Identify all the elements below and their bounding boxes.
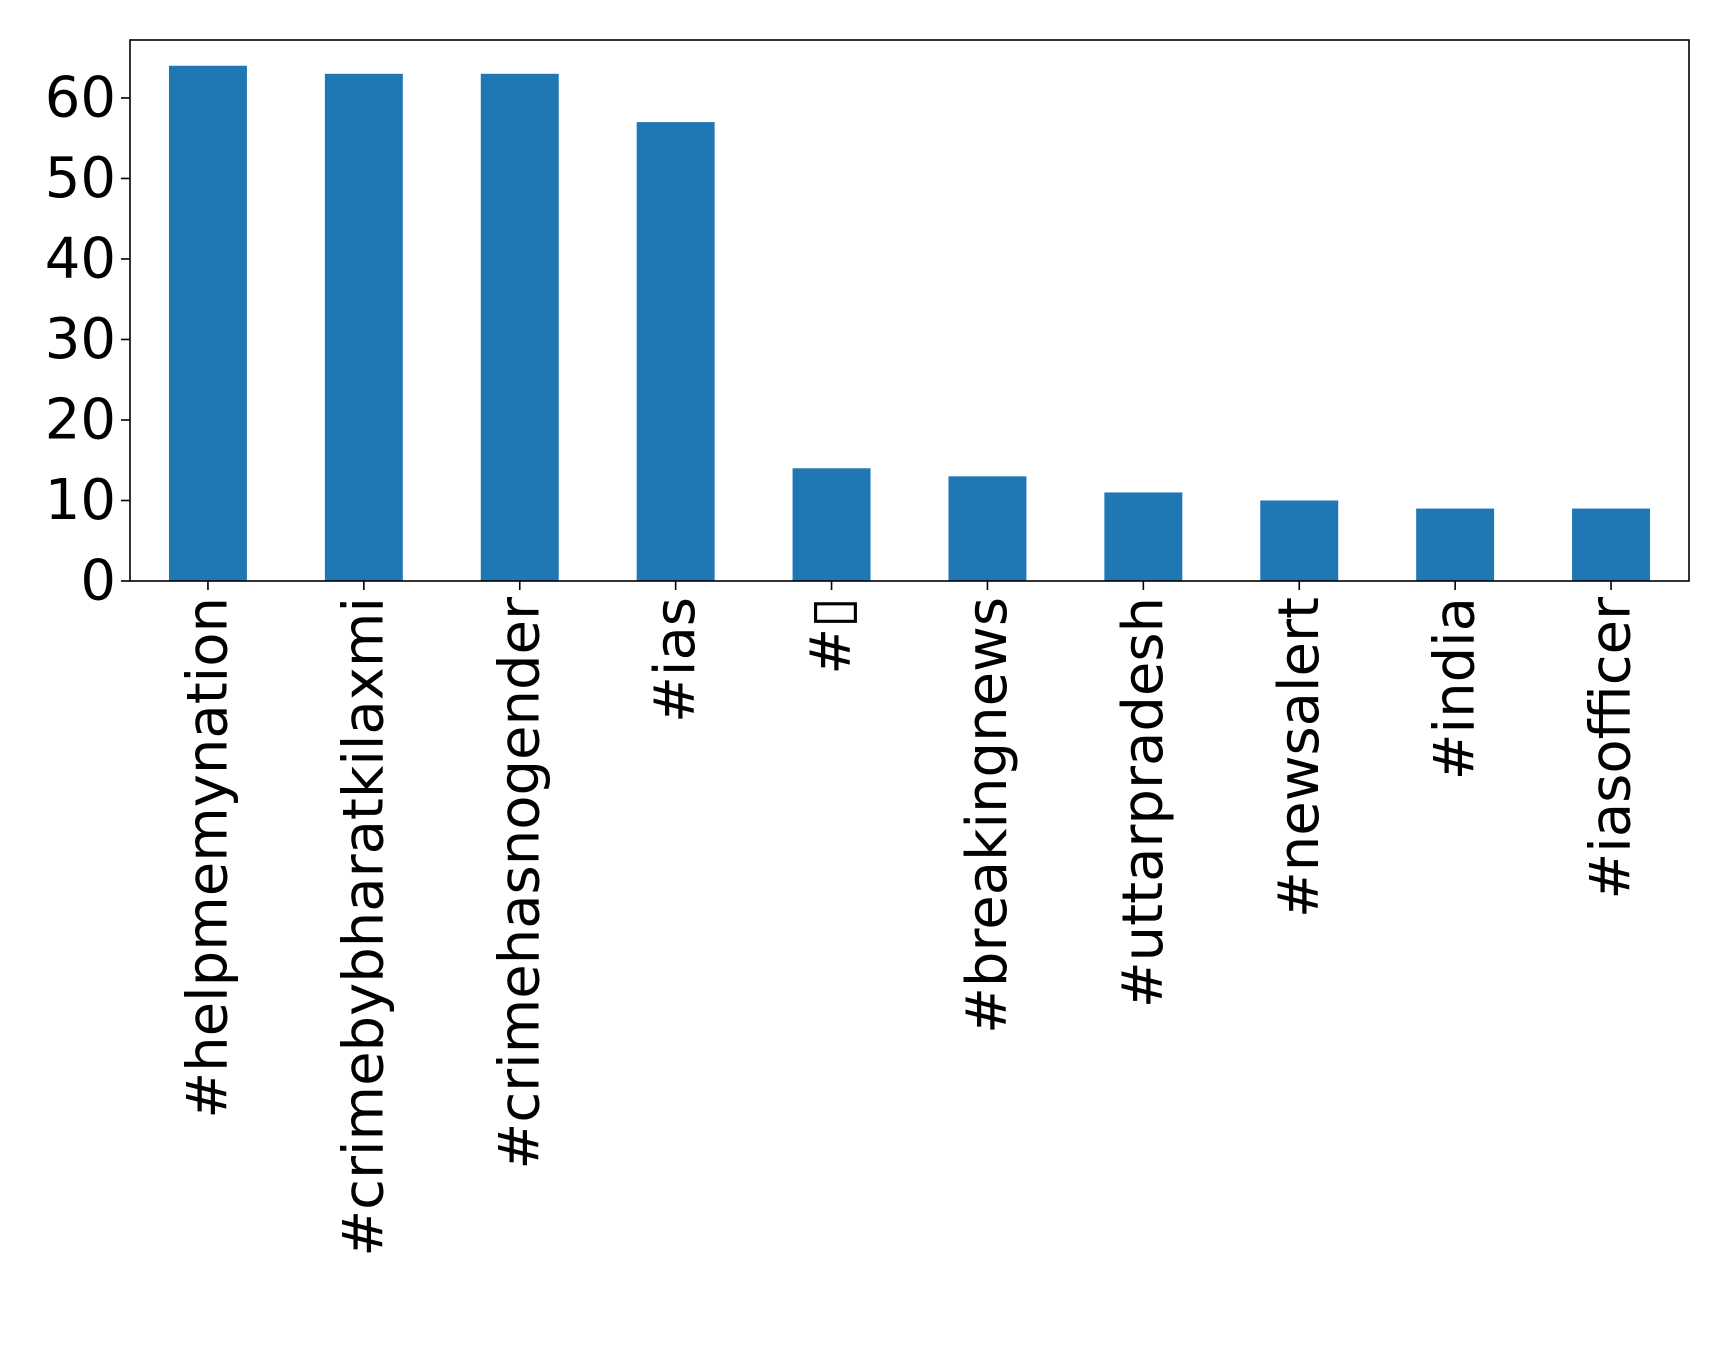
x-tick-label-6: #uttarpradesh (1111, 597, 1176, 1008)
x-tick-label-4: #▯ (799, 597, 864, 675)
bar-9 (1572, 508, 1651, 581)
bars-group (168, 65, 1651, 581)
bar-7 (1260, 500, 1339, 581)
bar-5 (948, 476, 1027, 581)
x-tick-label-7: #newsalert (1267, 597, 1332, 918)
bar-3 (636, 122, 715, 581)
y-tick-label-6: 60 (45, 65, 116, 130)
y-axis: 0 10 20 30 40 50 60 (45, 65, 130, 614)
plot-frame (129, 39, 1690, 582)
x-tick-label-8: #india (1423, 597, 1488, 780)
x-tick-label-5: #breakingnews (955, 597, 1020, 1034)
bar-1 (324, 73, 403, 581)
y-tick-label-3: 30 (45, 307, 116, 372)
bar-4 (792, 468, 871, 581)
y-tick-label-1: 10 (45, 468, 116, 533)
y-tick-label-4: 40 (45, 226, 116, 291)
x-tick-label-1: #crimebybharatkilaxmi (331, 597, 396, 1257)
x-tick-label-3: #ias (643, 597, 708, 723)
x-tick-label-2: #crimehasnogender (487, 596, 552, 1170)
y-tick-label-5: 50 (45, 146, 116, 211)
y-tick-label-0: 0 (80, 549, 116, 614)
x-tick-label-0: #helpmemynation (175, 597, 240, 1119)
bar-8 (1416, 508, 1495, 581)
bar-2 (480, 73, 559, 581)
bar-0 (168, 65, 247, 581)
x-axis: #helpmemynation #crimebybharatkilaxmi #cri… (175, 581, 1644, 1257)
bar-6 (1104, 492, 1183, 581)
x-tick-label-9: #iasofficer (1579, 596, 1644, 900)
y-tick-label-2: 20 (45, 387, 116, 452)
